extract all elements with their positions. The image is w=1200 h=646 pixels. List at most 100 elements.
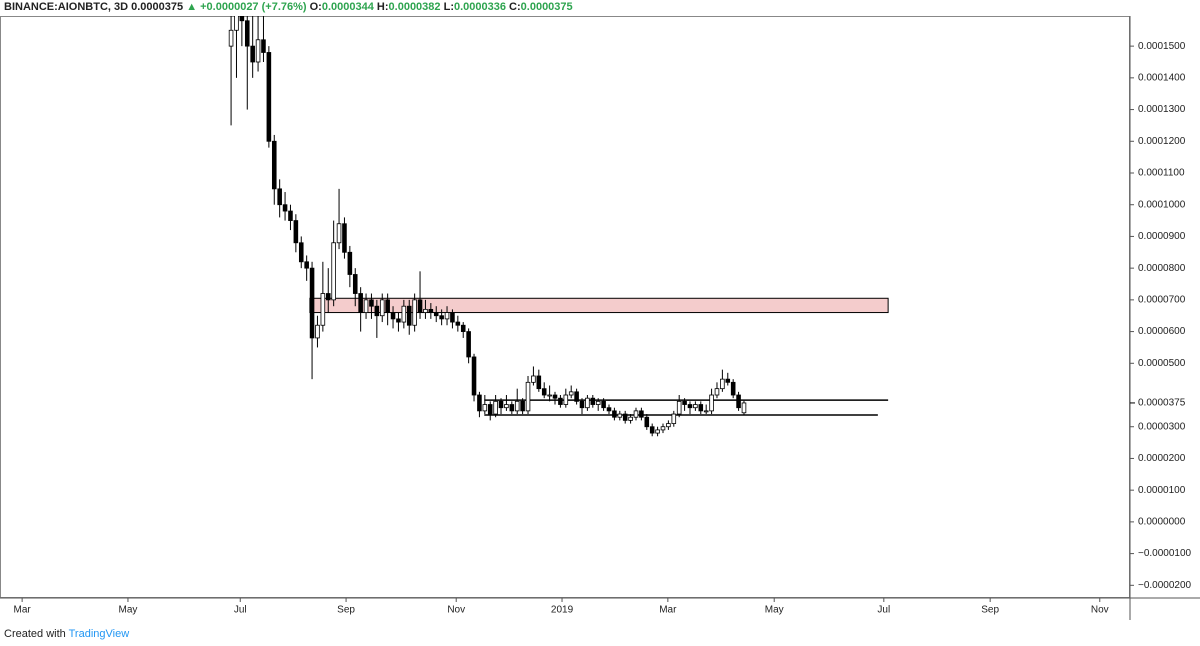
y-tick-label: 0.0000900 bbox=[1138, 231, 1186, 242]
candle-body bbox=[266, 52, 272, 142]
candle-body bbox=[606, 407, 612, 412]
candle-body bbox=[282, 204, 288, 212]
ohlc-value: 0.0000375 bbox=[520, 1, 573, 13]
ohlc-value: 0.0000382 bbox=[388, 1, 441, 13]
candle-body bbox=[385, 299, 390, 313]
candle-body bbox=[331, 242, 336, 301]
candle-body bbox=[325, 293, 331, 301]
ohlc-label: H: bbox=[376, 1, 389, 13]
y-tick-label: 0.0001300 bbox=[1138, 104, 1186, 115]
x-tick-label: May bbox=[765, 605, 784, 616]
candle-body bbox=[541, 388, 547, 396]
y-tick-label: 0.0000700 bbox=[1138, 295, 1186, 306]
candle-body bbox=[320, 293, 326, 326]
candle-body bbox=[304, 261, 309, 269]
candle-body bbox=[644, 416, 650, 428]
candle-body bbox=[455, 321, 461, 326]
candle-body bbox=[293, 220, 299, 244]
candle-body bbox=[390, 312, 396, 320]
candle-body bbox=[369, 299, 374, 307]
x-tick-label: Jul bbox=[877, 605, 890, 616]
candle-body bbox=[315, 324, 320, 339]
candle-body bbox=[336, 223, 342, 244]
symbol: BINANCE:AIONBTC, 3D bbox=[4, 1, 129, 13]
candle-body bbox=[228, 29, 234, 47]
candle-body bbox=[239, 16, 245, 22]
candle-body bbox=[698, 404, 704, 412]
candle-body bbox=[406, 305, 412, 326]
y-tick-label: 0.0001100 bbox=[1138, 168, 1185, 179]
candle-body bbox=[703, 410, 709, 413]
ohlc-label: C: bbox=[509, 1, 521, 13]
candle-body bbox=[298, 242, 304, 263]
candle-body bbox=[482, 404, 488, 412]
candle-body bbox=[720, 378, 725, 390]
candle-body bbox=[639, 410, 644, 418]
candle-body bbox=[261, 39, 266, 53]
candle-body bbox=[428, 308, 434, 313]
candle-body bbox=[595, 400, 601, 405]
candle-body bbox=[493, 400, 498, 415]
candle-body bbox=[547, 394, 552, 397]
candle-body bbox=[358, 293, 363, 313]
candle-body bbox=[687, 404, 693, 409]
y-tick-label: 0.0001000 bbox=[1138, 199, 1186, 210]
candle-body bbox=[423, 308, 428, 313]
y-tick-label: 0.0000600 bbox=[1138, 326, 1186, 337]
y-tick-label: 0.0000500 bbox=[1138, 358, 1186, 369]
x-tick-label: May bbox=[119, 605, 138, 616]
candle-body bbox=[244, 20, 250, 47]
candle-body bbox=[568, 391, 574, 396]
change: ▲ +0.0000027 (+7.76%) bbox=[186, 1, 307, 13]
y-tick-label: 0.0001400 bbox=[1138, 72, 1186, 83]
chart: 0.0001500 0.0001400 0.0001300 0.0001200 0.00… bbox=[0, 16, 1200, 620]
candle-body bbox=[309, 267, 315, 339]
x-tick-label: Sep bbox=[981, 605, 999, 616]
header: BINANCE:AIONBTC, 3D 0.0000375 ▲ +0.00000… bbox=[4, 1, 573, 13]
ohlc-value: 0.0000336 bbox=[453, 1, 506, 13]
x-tick-label: Mar bbox=[14, 605, 32, 616]
candle-body bbox=[725, 378, 731, 383]
x-tick-label: Jul bbox=[234, 605, 247, 616]
candle-body bbox=[504, 404, 509, 409]
candle-body bbox=[466, 331, 471, 358]
candle-body bbox=[617, 413, 623, 418]
candle-body bbox=[352, 274, 358, 294]
x-tick-label: Nov bbox=[447, 605, 465, 616]
candle-body bbox=[498, 400, 504, 409]
candle-body bbox=[525, 381, 531, 412]
candle-body bbox=[374, 305, 380, 317]
candle-body bbox=[288, 210, 293, 221]
candle-body bbox=[487, 404, 493, 415]
ohlc-value: 0.0000344 bbox=[321, 1, 374, 13]
candle-body bbox=[714, 388, 720, 396]
candle-body bbox=[574, 391, 579, 402]
x-tick-label: Mar bbox=[659, 605, 677, 616]
candle-body bbox=[736, 394, 741, 409]
candle-body bbox=[741, 402, 747, 414]
candle-body bbox=[730, 381, 736, 396]
candle-body bbox=[693, 404, 698, 409]
candle-body bbox=[401, 305, 407, 323]
brand: TradingView bbox=[68, 628, 130, 640]
y-tick-label: 0.0000200 bbox=[1138, 453, 1186, 464]
candle-body bbox=[558, 397, 563, 405]
footer-text: Created with bbox=[4, 628, 66, 640]
candle-body bbox=[628, 416, 633, 421]
ohlc-label: O: bbox=[309, 1, 322, 13]
candle-body bbox=[450, 312, 455, 323]
candle-body bbox=[347, 251, 353, 275]
candle-body bbox=[612, 410, 617, 418]
candle-body bbox=[676, 400, 682, 415]
plot bbox=[228, 16, 889, 437]
candle-body bbox=[536, 375, 542, 390]
candle-body bbox=[585, 397, 590, 409]
x-tick-label: 2019 bbox=[551, 605, 574, 616]
ohlc-label: L: bbox=[443, 1, 454, 13]
y-tick-label: 0.0001500 bbox=[1138, 41, 1186, 52]
candle-body bbox=[342, 223, 347, 253]
candle-body bbox=[649, 426, 655, 434]
candle-body bbox=[622, 413, 628, 421]
zone bbox=[309, 297, 889, 314]
candle-body bbox=[552, 394, 558, 399]
